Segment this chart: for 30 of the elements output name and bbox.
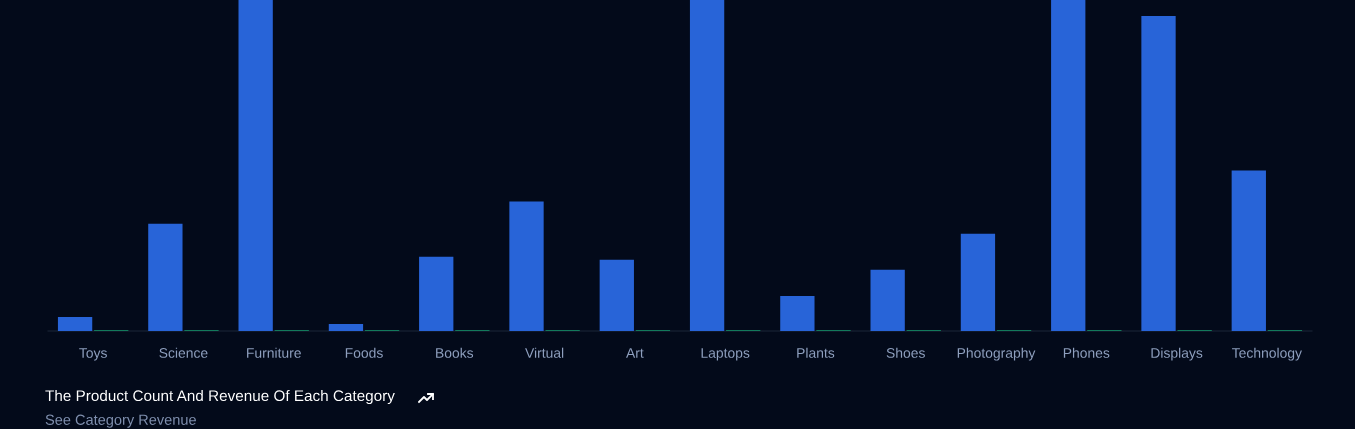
x-tick-label: Phones <box>1063 347 1110 358</box>
x-tick-label: Toys <box>79 348 107 361</box>
bar <box>57 317 93 331</box>
x-tick-label: Displays <box>1151 347 1203 361</box>
bar <box>148 223 183 331</box>
text: The Product Count And Revenue Of Each Category <box>45 389 395 405</box>
x-tick-label: Laptops <box>701 348 750 361</box>
text: See Category Revenue <box>45 414 196 428</box>
bar <box>419 256 454 331</box>
bar <box>960 233 996 331</box>
bar <box>509 201 544 331</box>
bar <box>780 295 815 331</box>
x-tick-label: Plants <box>797 347 835 358</box>
x-tick-label: Science <box>159 347 208 358</box>
x-tick-label: Furniture <box>247 347 301 358</box>
bar <box>1051 0 1086 331</box>
x-tick-label: Art <box>626 348 644 358</box>
bar <box>328 324 364 331</box>
bar <box>689 0 725 331</box>
bar <box>1231 170 1266 331</box>
bar <box>238 0 273 331</box>
x-tick-label: Technology <box>1232 347 1302 361</box>
bar <box>870 269 905 331</box>
x-tick-label: Photography <box>957 347 1036 361</box>
x-tick-label: Shoes <box>886 347 925 358</box>
x-tick-label: Books <box>436 347 474 358</box>
bar <box>1141 15 1176 331</box>
bar <box>599 259 634 331</box>
x-tick-label: Virtual <box>525 347 564 358</box>
x-tick-label: Foods <box>345 347 383 358</box>
